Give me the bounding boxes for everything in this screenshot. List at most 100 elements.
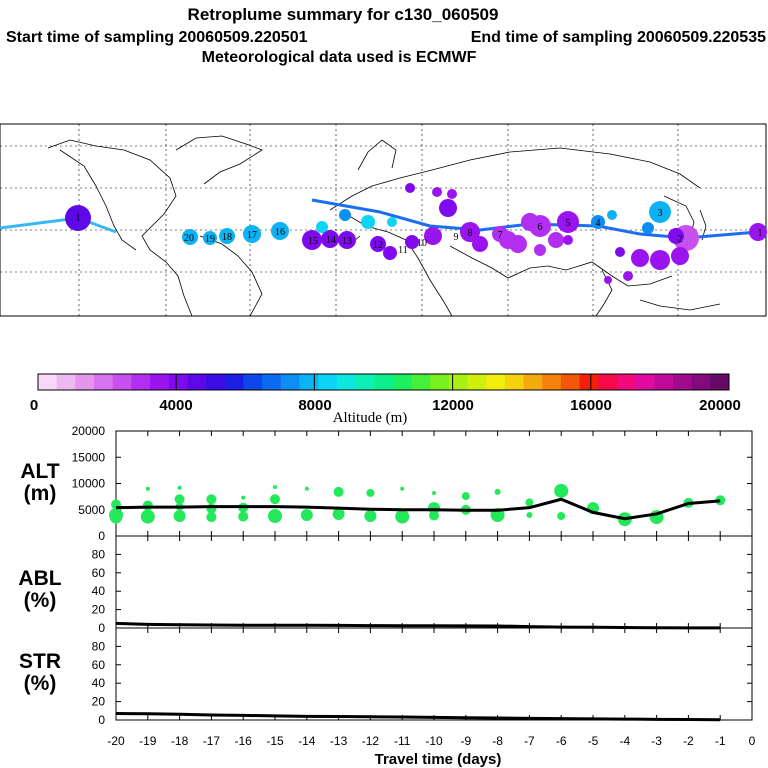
map-frame: [0, 123, 767, 317]
plume-dot: [591, 215, 605, 229]
altitude-point: [300, 509, 313, 521]
x-tick-label: 0: [749, 734, 756, 748]
altitude-point: [395, 509, 410, 524]
plume-dot: [650, 250, 670, 270]
altitude-point: [304, 486, 309, 491]
x-tick-label: -2: [683, 734, 694, 748]
altitude-point: [273, 485, 277, 490]
y-tick-label: 20000: [72, 424, 106, 438]
plume-dots: 1 20 19 18 17 16 15 14 13 12 11 10 9 8 7 6 5 4 3 2 1: [65, 183, 767, 284]
plume-dot: [460, 222, 480, 242]
plume-dot: [671, 247, 689, 265]
altitude-point: [494, 488, 501, 495]
x-tick-label: -11: [394, 734, 411, 748]
colorbar-swatch: [560, 374, 581, 390]
colorbar-swatch: [187, 374, 207, 390]
colorbar-swatch: [131, 374, 151, 390]
altitude-point: [174, 494, 185, 505]
title-met-data: Meteorological data used is ECMWF: [202, 49, 477, 66]
colorbar-swatch: [392, 374, 413, 390]
y-tick-label: 40: [92, 676, 106, 690]
x-tick-label: -15: [266, 734, 284, 748]
colorbar-tick: 4000: [159, 397, 192, 414]
panel-frame: [115, 535, 753, 629]
colorbar-swatch: [523, 374, 543, 390]
x-tick-label: -16: [235, 734, 253, 748]
plume-label: 8: [468, 228, 473, 239]
alt-panel: 20000 15000 10000 5000 0 ALT(m): [20, 424, 753, 543]
plume-dot: [405, 183, 415, 193]
colorbar-swatch: [56, 374, 76, 390]
x-tick-label: -6: [556, 734, 567, 748]
altitude-point: [145, 486, 150, 491]
x-tick-label: -18: [171, 734, 189, 748]
plume-dot: [387, 217, 397, 227]
panel-frame: [115, 627, 753, 721]
plume-dot: [472, 236, 488, 252]
altitude-point: [173, 510, 186, 523]
y-tick-label: 60: [92, 566, 106, 580]
altitude-point: [366, 488, 375, 497]
plume-dot: [383, 246, 397, 260]
plume-dot: [521, 213, 539, 231]
colorbar-swatch: [542, 374, 562, 390]
x-tick-label: -12: [362, 734, 380, 748]
y-tick-label: 10000: [72, 477, 106, 491]
colorbar-swatch: [430, 374, 450, 390]
plume-dot: [563, 235, 573, 245]
colorbar-swatch: [355, 374, 375, 390]
series-line: [115, 621, 721, 630]
plume-label: 14: [326, 235, 336, 246]
plume-dot: [615, 247, 625, 257]
panel-label-name: ALT: [20, 460, 59, 483]
plume-dot: [607, 210, 617, 220]
colorbar-swatch: [635, 374, 655, 390]
colorbar-swatch: [299, 374, 319, 390]
series-line: [115, 497, 721, 521]
altitude-colorbar: [37, 373, 730, 391]
colorbar-swatch: [112, 374, 132, 390]
plume-label: 3: [658, 208, 663, 219]
series-line: [115, 712, 721, 722]
y-tick-label: 60: [92, 658, 106, 672]
title-end-time: End time of sampling 20060509.220535: [471, 29, 766, 46]
colorbar-swatch: [243, 374, 263, 390]
altitude-point: [432, 490, 436, 495]
colorbar-swatch: [318, 374, 338, 390]
y-tick-label: 20: [92, 603, 106, 617]
y-tick-label: 15000: [72, 450, 106, 464]
altitude-point: [142, 500, 153, 511]
plume-label: 20: [184, 233, 194, 244]
plume-label: 7: [498, 230, 503, 241]
y-tick-label: 40: [92, 584, 106, 598]
plume-dot: [361, 215, 375, 229]
x-tick-label: -10: [425, 734, 443, 748]
colorbar-swatch: [75, 374, 95, 390]
plume-label: 10: [417, 238, 427, 249]
colorbar-frame: [37, 373, 730, 391]
colorbar-swatch: [486, 374, 506, 390]
plume-label: 6: [538, 222, 543, 233]
plume-label: 19: [205, 234, 215, 245]
colorbar-tick: 20000: [699, 397, 741, 414]
x-axis-tick-labels: -20 -19 -18 -17 -16 -15 -14 -13 -12 -11 -10 -9 -8 -7-…: [107, 734, 755, 748]
altitude-point: [332, 507, 345, 520]
colorbar-swatch: [710, 374, 730, 390]
plume-dot: [649, 201, 671, 223]
colorbar-tick: 8000: [298, 397, 331, 414]
altitude-point: [429, 510, 439, 521]
x-tick-label: -8: [492, 734, 503, 748]
altitude-point: [241, 495, 246, 500]
panel-label-unit: (%): [24, 589, 57, 612]
colorbar-swatch: [411, 374, 431, 390]
colorbar-label: Altitude (m): [333, 410, 408, 426]
plume-dot: [338, 231, 356, 249]
plume-dot: [424, 227, 442, 245]
plume-label: 4: [596, 218, 601, 229]
altitude-point: [206, 494, 217, 505]
x-tick-label: -9: [460, 734, 471, 748]
y-tick-label: 0: [98, 529, 105, 543]
altitude-point: [177, 485, 182, 490]
y-tick-label: 80: [92, 547, 106, 561]
